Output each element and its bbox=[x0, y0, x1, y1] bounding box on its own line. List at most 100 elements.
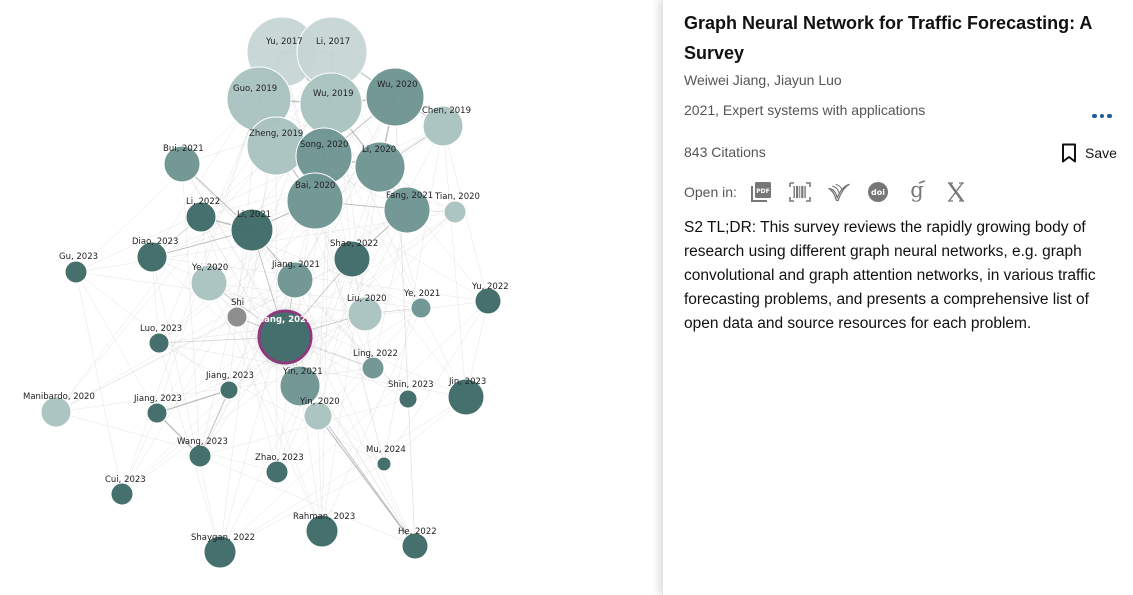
graph-node-selected[interactable] bbox=[247, 299, 323, 375]
node-label: Wu, 2019 bbox=[313, 89, 354, 99]
graph-edge bbox=[208, 282, 422, 309]
semantic-scholar-icon[interactable] bbox=[828, 181, 850, 203]
connected-papers-graph[interactable]: Yu, 2017 Li, 2017 Guo, 2019 Wu, 2019 Wu, 202… bbox=[0, 0, 662, 595]
node-label: Wu, 2020 bbox=[377, 80, 418, 90]
graph-node[interactable] bbox=[376, 456, 392, 472]
node-label: Luo, 2023 bbox=[140, 324, 182, 334]
node-label: Yin, 2020 bbox=[299, 397, 340, 407]
node-label: Fang, 2021 bbox=[386, 191, 433, 201]
node-circle bbox=[333, 240, 371, 278]
graph-node[interactable] bbox=[190, 264, 228, 302]
graph-edge bbox=[156, 389, 230, 414]
node-circle bbox=[401, 532, 429, 560]
graph-edge bbox=[236, 316, 278, 473]
graph-node[interactable] bbox=[188, 444, 212, 468]
node-label: Guo, 2019 bbox=[233, 84, 277, 94]
graph-node[interactable] bbox=[365, 67, 425, 127]
graph-edge bbox=[121, 98, 260, 495]
node-circle bbox=[354, 141, 406, 193]
node-label: Shi bbox=[231, 298, 244, 308]
graph-node[interactable] bbox=[354, 141, 406, 193]
graph-node[interactable] bbox=[361, 356, 385, 380]
graph-node[interactable] bbox=[422, 105, 464, 147]
node-circle bbox=[447, 378, 485, 416]
graph-node[interactable] bbox=[398, 389, 418, 409]
graph-edge bbox=[219, 300, 489, 553]
graph-node[interactable] bbox=[163, 145, 201, 183]
graph-node[interactable] bbox=[203, 535, 237, 569]
svg-text:doi: doi bbox=[871, 188, 885, 197]
node-circle bbox=[219, 380, 239, 400]
node-circle bbox=[303, 401, 333, 431]
node-label: Yin, 2021 bbox=[282, 367, 323, 377]
graph-node[interactable] bbox=[443, 200, 467, 224]
graph-node[interactable] bbox=[185, 201, 217, 233]
graph-node[interactable] bbox=[299, 72, 363, 136]
graph-edge bbox=[55, 316, 238, 413]
graph-edge bbox=[75, 98, 260, 273]
graph-edge bbox=[158, 342, 221, 553]
save-button[interactable]: Save bbox=[1061, 141, 1117, 165]
node-circle bbox=[376, 456, 392, 472]
graph-node[interactable] bbox=[136, 241, 168, 273]
node-label: Jiang, 2021 bbox=[271, 260, 320, 270]
node-circle bbox=[265, 460, 289, 484]
graph-edge bbox=[364, 211, 456, 315]
node-label: Bui, 2021 bbox=[163, 144, 204, 154]
graph-node[interactable] bbox=[383, 186, 431, 234]
node-circle bbox=[347, 296, 383, 332]
graph-node[interactable] bbox=[305, 514, 339, 548]
graph-node[interactable] bbox=[401, 532, 429, 560]
more-options-button[interactable] bbox=[1087, 101, 1117, 131]
graph-node[interactable] bbox=[474, 287, 502, 315]
node-circle bbox=[410, 297, 432, 319]
graph-edge bbox=[299, 385, 323, 532]
graph-node[interactable] bbox=[246, 116, 306, 176]
doi-icon[interactable]: doi bbox=[867, 181, 889, 203]
graph-edge bbox=[75, 271, 123, 495]
node-circle bbox=[361, 356, 385, 380]
graph-node[interactable] bbox=[333, 240, 371, 278]
graph-node[interactable] bbox=[146, 402, 168, 424]
graph-edge bbox=[317, 166, 381, 417]
paper-title[interactable]: Graph Neural Network for Traffic Forecas… bbox=[684, 13, 1092, 63]
more-dot-icon bbox=[1099, 113, 1105, 119]
graph-edge bbox=[75, 271, 158, 414]
node-circle bbox=[188, 444, 212, 468]
graph-edge bbox=[236, 209, 408, 318]
node-label: Li, 2022 bbox=[186, 197, 220, 207]
graph-edge bbox=[121, 389, 230, 495]
graph-node[interactable] bbox=[347, 296, 383, 332]
x-icon[interactable] bbox=[945, 181, 967, 203]
graph-node[interactable] bbox=[265, 460, 289, 484]
graph-node[interactable] bbox=[219, 380, 239, 400]
graph-node[interactable] bbox=[447, 378, 485, 416]
graph-node[interactable] bbox=[40, 396, 72, 428]
pdf-icon[interactable]: PDF bbox=[750, 181, 772, 203]
node-label: Rahman, 2023 bbox=[293, 512, 355, 522]
graph-node[interactable] bbox=[286, 172, 344, 230]
node-label: Song, 2020 bbox=[300, 140, 348, 150]
node-label: Diao, 2023 bbox=[132, 237, 178, 247]
node-label: Jin, 2023 bbox=[448, 377, 486, 387]
graph-node[interactable] bbox=[276, 261, 314, 299]
google-scholar-icon[interactable]: g bbox=[906, 180, 928, 203]
graph-node[interactable] bbox=[279, 365, 321, 407]
graph-node[interactable] bbox=[230, 208, 274, 252]
graph-edge bbox=[276, 258, 353, 473]
node-circle bbox=[443, 200, 467, 224]
graph-edge bbox=[55, 411, 278, 473]
graph-node[interactable] bbox=[148, 332, 170, 354]
citation-count: 843 Citations bbox=[684, 144, 766, 160]
node-circle bbox=[163, 145, 201, 183]
graph-node[interactable] bbox=[410, 297, 432, 319]
graph-node[interactable] bbox=[64, 260, 88, 284]
graph-edge bbox=[442, 125, 467, 398]
barcode-icon[interactable] bbox=[789, 181, 811, 203]
graph-edge bbox=[321, 166, 381, 532]
graph-edge bbox=[151, 256, 221, 553]
graph-node[interactable] bbox=[303, 401, 333, 431]
graph-node[interactable] bbox=[226, 306, 248, 328]
graph-canvas[interactable]: Yu, 2017 Li, 2017 Guo, 2019 Wu, 2019 Wu, 202… bbox=[0, 0, 662, 595]
graph-node[interactable] bbox=[110, 482, 134, 506]
